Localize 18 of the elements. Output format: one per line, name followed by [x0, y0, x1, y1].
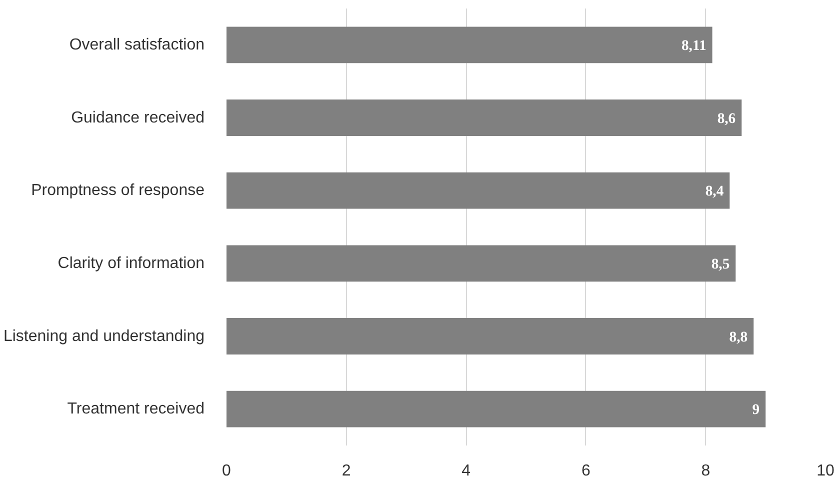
x-tick-label: 0 — [222, 462, 232, 478]
data-label: 8,8 — [729, 329, 748, 346]
x-tick-label: 8 — [701, 462, 710, 478]
data-label: 9 — [752, 402, 760, 418]
y-tick-label: Overall satisfaction — [69, 36, 205, 54]
y-tick-label: Listening and understanding — [3, 328, 204, 345]
data-label: 8,11 — [681, 38, 706, 54]
x-tick-label: 6 — [581, 462, 590, 478]
y-tick-label: Treatment received — [67, 400, 205, 418]
data-label: 8,5 — [711, 256, 730, 272]
y-tick-label: Guidance received — [71, 109, 205, 126]
data-label: 8,6 — [717, 110, 736, 127]
y-tick-label: Clarity of information — [58, 254, 204, 272]
x-tick-label: 10 — [816, 462, 834, 478]
data-label: 8,4 — [705, 184, 724, 200]
x-tick-label: 2 — [342, 462, 351, 478]
y-tick-label: Promptness of response — [31, 182, 205, 200]
x-tick-label: 4 — [462, 462, 471, 478]
